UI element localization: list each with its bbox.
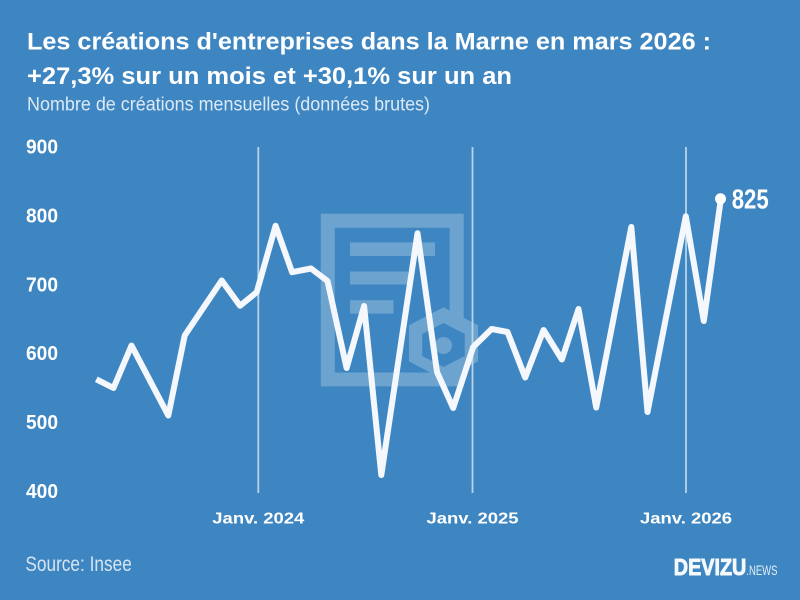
- svg-text:Les créations d'entreprises da: Les créations d'entreprises dans la Marn…: [27, 28, 711, 55]
- svg-text:500: 500: [26, 412, 58, 434]
- svg-text:900: 900: [26, 137, 58, 159]
- svg-text:Janv. 2025: Janv. 2025: [427, 511, 519, 528]
- svg-text:Source: Insee: Source: Insee: [25, 553, 131, 576]
- svg-text:Janv. 2024: Janv. 2024: [212, 511, 304, 528]
- svg-text:400: 400: [26, 481, 58, 503]
- svg-text:DEVIZU: DEVIZU: [674, 554, 747, 580]
- svg-text:800: 800: [26, 205, 58, 227]
- svg-text:.NEWS: .NEWS: [746, 562, 777, 578]
- svg-text:825: 825: [732, 183, 769, 214]
- svg-text:600: 600: [26, 343, 58, 365]
- svg-text:700: 700: [26, 274, 58, 296]
- svg-text:Nombre de créations mensuelles: Nombre de créations mensuelles (données …: [27, 95, 430, 116]
- svg-text:Janv. 2026: Janv. 2026: [640, 511, 732, 528]
- svg-text:+27,3% sur un mois et +30,1% s: +27,3% sur un mois et +30,1% sur un an: [27, 63, 512, 90]
